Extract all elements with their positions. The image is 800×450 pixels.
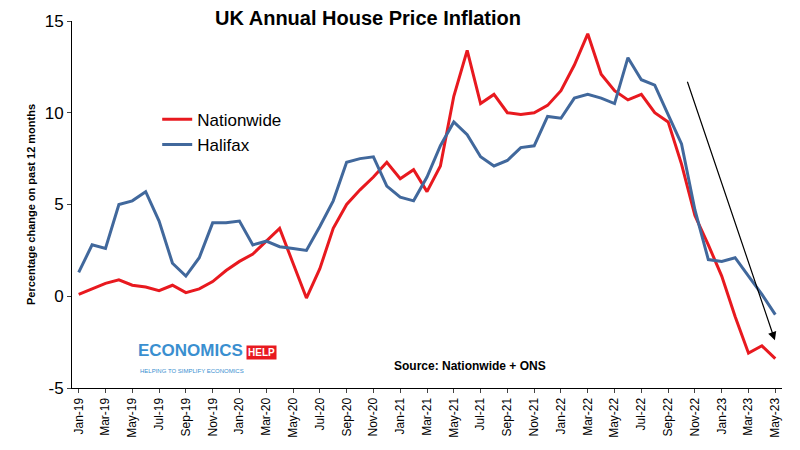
svg-text:15: 15 <box>45 12 64 31</box>
svg-text:Percentage change on past 12 m: Percentage change on past 12 months <box>25 104 37 305</box>
svg-text:Jan-23: Jan-23 <box>715 397 729 434</box>
svg-text:HELP: HELP <box>248 347 275 358</box>
svg-text:5: 5 <box>54 195 63 214</box>
svg-text:Source: Nationwide + ONS: Source: Nationwide + ONS <box>394 359 546 373</box>
svg-text:ECONOMICS: ECONOMICS <box>138 341 243 360</box>
svg-text:May-19: May-19 <box>125 397 139 437</box>
svg-text:May-21: May-21 <box>447 397 461 437</box>
svg-text:Jan-21: Jan-21 <box>393 397 407 434</box>
svg-text:Mar-23: Mar-23 <box>741 397 755 435</box>
svg-text:10: 10 <box>45 104 64 123</box>
svg-text:Jan-19: Jan-19 <box>72 397 86 434</box>
svg-text:Mar-22: Mar-22 <box>581 397 595 435</box>
svg-text:UK Annual House Price Inflatio: UK Annual House Price Inflation <box>215 7 521 29</box>
svg-text:Jul-19: Jul-19 <box>152 397 166 430</box>
svg-text:May-22: May-22 <box>607 397 621 437</box>
svg-text:Jul-20: Jul-20 <box>313 397 327 430</box>
svg-text:Sep-22: Sep-22 <box>661 397 675 436</box>
svg-text:0: 0 <box>54 287 63 306</box>
svg-text:Jan-20: Jan-20 <box>232 397 246 434</box>
svg-text:Sep-20: Sep-20 <box>340 397 354 436</box>
svg-text:Mar-21: Mar-21 <box>420 397 434 435</box>
svg-text:Nov-20: Nov-20 <box>366 397 380 436</box>
svg-text:May-20: May-20 <box>286 397 300 437</box>
svg-text:Nov-21: Nov-21 <box>527 397 541 436</box>
svg-text:Mar-19: Mar-19 <box>98 397 112 435</box>
svg-text:Nov-22: Nov-22 <box>688 397 702 436</box>
svg-text:Mar-20: Mar-20 <box>259 397 273 435</box>
svg-text:HELPING TO SIMPLIFY ECONOMICS: HELPING TO SIMPLIFY ECONOMICS <box>140 368 244 374</box>
svg-text:Jan-22: Jan-22 <box>554 397 568 434</box>
svg-text:May-23: May-23 <box>768 397 782 437</box>
svg-text:Sep-21: Sep-21 <box>500 397 514 436</box>
svg-text:-5: -5 <box>48 379 63 398</box>
svg-text:Nov-19: Nov-19 <box>206 397 220 436</box>
svg-text:Jul-22: Jul-22 <box>634 397 648 430</box>
svg-text:Jul-21: Jul-21 <box>473 397 487 430</box>
svg-text:Nationwide: Nationwide <box>197 111 281 130</box>
svg-text:Halifax: Halifax <box>197 136 249 155</box>
svg-text:Sep-19: Sep-19 <box>179 397 193 436</box>
